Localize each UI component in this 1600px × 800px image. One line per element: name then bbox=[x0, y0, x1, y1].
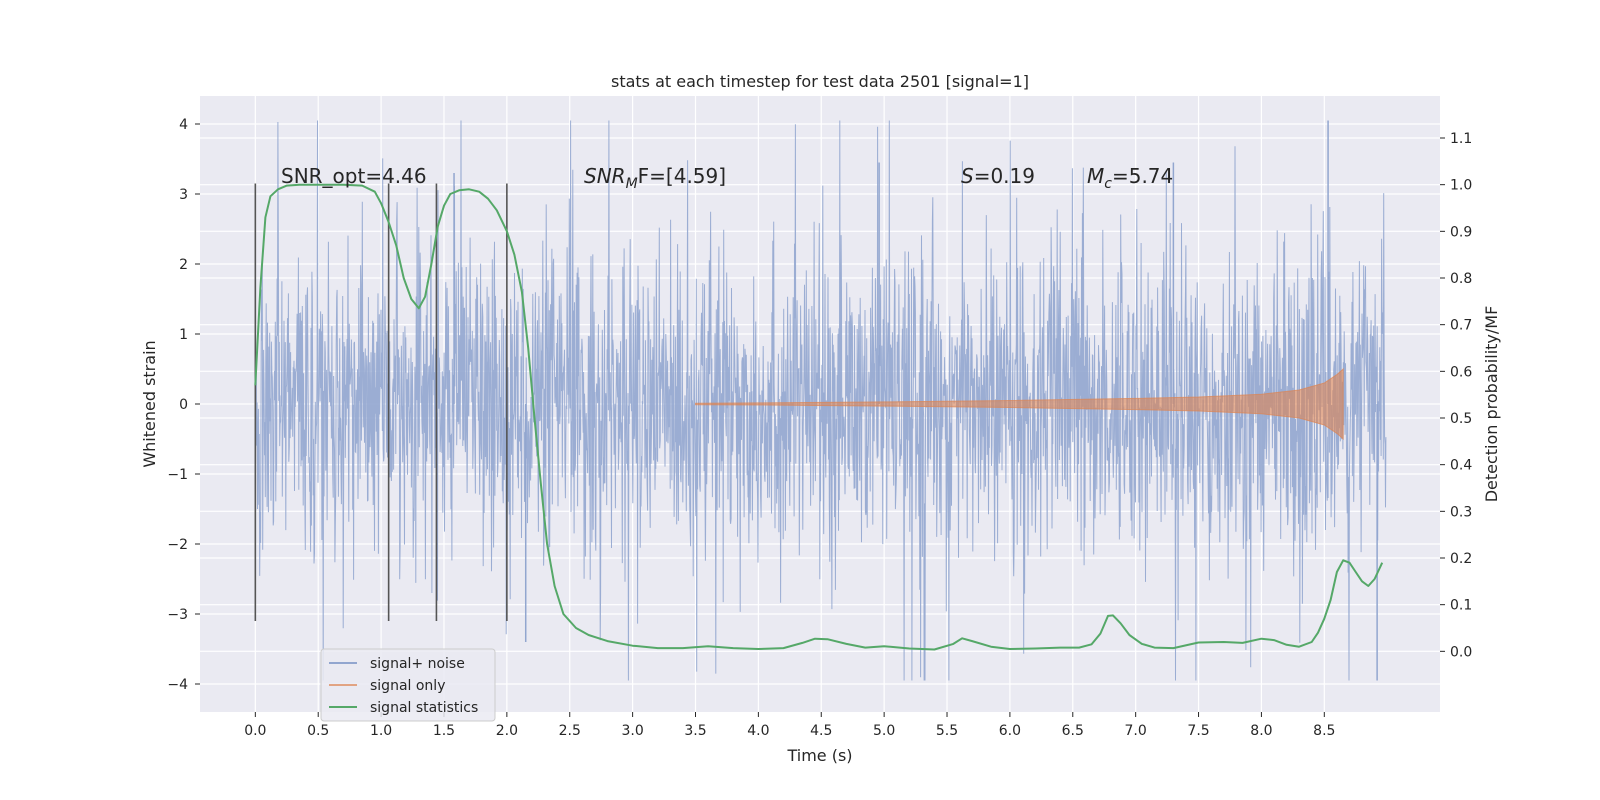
legend-label-noise: signal+ noise bbox=[370, 656, 465, 672]
y-tick-label: 0 bbox=[179, 397, 188, 413]
x-tick-label: 6.5 bbox=[1062, 723, 1084, 739]
y2-axis-ticks: 0.0 0.1 0.2 0.3 0.4 0.5 0.6 0.7 0.8 0.9 1.0 1.1 bbox=[1440, 131, 1472, 660]
mc-tail: =5.74 bbox=[1112, 164, 1173, 188]
x-axis-ticks: 0.0 0.5 1.0 1.5 2.0 2.5 3.0 3.5 4.0 4.5 5.0 5.5 6.0 6… bbox=[244, 712, 1335, 739]
y2-tick-label: 0.6 bbox=[1450, 364, 1472, 380]
legend-box bbox=[320, 648, 496, 722]
s-tail: =0.19 bbox=[974, 164, 1035, 188]
s-base: S bbox=[961, 164, 974, 188]
y-tick-label: 3 bbox=[179, 187, 188, 203]
y2-tick-label: 0.1 bbox=[1450, 598, 1472, 614]
annotation-mc: Mc=5.74 bbox=[1087, 164, 1173, 192]
y2-tick-label: 0.7 bbox=[1450, 318, 1472, 334]
signal-series bbox=[695, 367, 1344, 441]
y2-axis-label: Detection probability/MF bbox=[1482, 306, 1501, 503]
y2-tick-label: 0.4 bbox=[1450, 458, 1472, 474]
x-tick-label: 8.0 bbox=[1250, 723, 1272, 739]
x-tick-label: 1.5 bbox=[433, 723, 455, 739]
x-tick-label: 1.0 bbox=[370, 723, 392, 739]
x-tick-label: 5.0 bbox=[873, 723, 895, 739]
x-tick-label: 0.5 bbox=[307, 723, 329, 739]
y-tick-label: 4 bbox=[179, 117, 188, 133]
y-tick-label: −3 bbox=[167, 607, 188, 623]
y-axis-label: Whitened strain bbox=[140, 340, 159, 467]
y2-tick-label: 0.8 bbox=[1450, 271, 1472, 287]
legend-label-statistics: signal statistics bbox=[370, 700, 478, 716]
x-axis-label: Time (s) bbox=[786, 746, 852, 765]
snr-mf-sub: M bbox=[626, 176, 638, 192]
x-tick-label: 7.0 bbox=[1125, 723, 1147, 739]
statistics-series bbox=[254, 183, 1384, 651]
annotation-s: S=0.19 bbox=[961, 164, 1035, 188]
x-tick-label: 4.5 bbox=[810, 723, 832, 739]
x-tick-label: 5.5 bbox=[936, 723, 958, 739]
x-tick-label: 3.5 bbox=[684, 723, 706, 739]
x-tick-label: 8.5 bbox=[1313, 723, 1335, 739]
legend-label-signal: signal only bbox=[370, 678, 445, 694]
annotation-snr-opt: SNR_opt=4.46 bbox=[281, 164, 427, 188]
x-tick-label: 7.5 bbox=[1187, 723, 1209, 739]
y-tick-label: −1 bbox=[167, 467, 188, 483]
y2-tick-label: 0.9 bbox=[1450, 224, 1472, 240]
legend: signal+ noise signal only signal statist… bbox=[320, 648, 496, 722]
chart-title: stats at each timestep for test data 250… bbox=[611, 72, 1029, 91]
signal-envelope bbox=[695, 367, 1344, 441]
y2-tick-label: 0.3 bbox=[1450, 504, 1472, 520]
y-tick-label: −4 bbox=[167, 677, 188, 693]
x-tick-label: 0.0 bbox=[244, 723, 266, 739]
y-tick-label: 2 bbox=[179, 257, 188, 273]
y-tick-label: −2 bbox=[167, 537, 188, 553]
mc-base: M bbox=[1087, 164, 1104, 188]
vertical-markers bbox=[254, 183, 508, 621]
y-tick-label: 1 bbox=[179, 327, 188, 343]
y2-tick-label: 1.1 bbox=[1450, 131, 1472, 147]
snr-mf-base: SNR bbox=[584, 164, 626, 188]
snr-mf-tail: F=[4.59] bbox=[638, 164, 726, 188]
y2-tick-label: 0.5 bbox=[1450, 411, 1472, 427]
y2-tick-label: 0.2 bbox=[1450, 551, 1472, 567]
x-tick-label: 4.0 bbox=[747, 723, 769, 739]
statistics-line bbox=[254, 183, 1384, 651]
y2-tick-label: 1.0 bbox=[1450, 178, 1472, 194]
x-tick-label: 2.0 bbox=[496, 723, 518, 739]
mc-sub: c bbox=[1104, 176, 1112, 192]
y-axis-ticks: −4 −3 −2 −1 0 1 2 3 4 bbox=[167, 117, 200, 693]
annotation-snr-mf: SNRMF=[4.59] bbox=[584, 164, 726, 192]
x-tick-label: 3.0 bbox=[621, 723, 643, 739]
y2-tick-label: 0.0 bbox=[1450, 644, 1472, 660]
x-tick-label: 2.5 bbox=[559, 723, 581, 739]
x-tick-label: 6.0 bbox=[999, 723, 1021, 739]
